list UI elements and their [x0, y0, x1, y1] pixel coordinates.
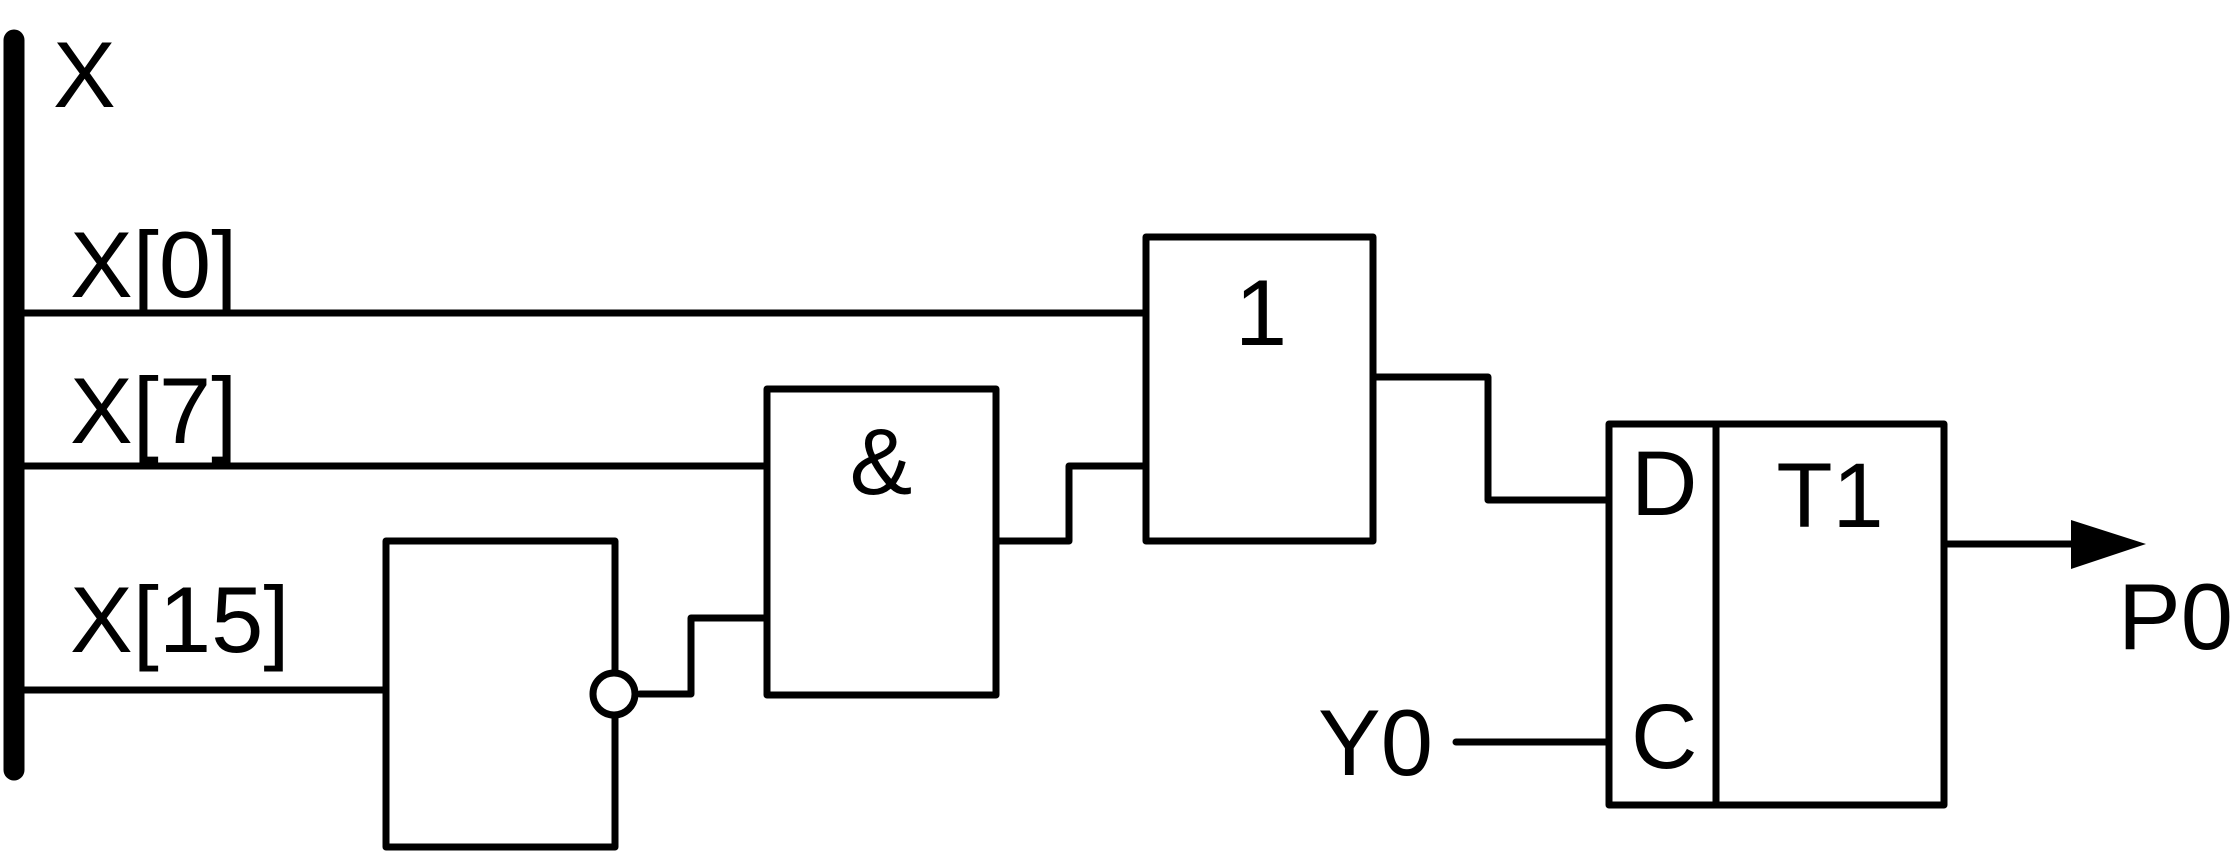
flipflop-c-pin-label: C — [1631, 686, 1697, 788]
flipflop-name: T1 — [1776, 445, 1883, 547]
or-gate-symbol: 1 — [1235, 260, 1287, 365]
wire-and-to-or — [992, 462, 1150, 545]
output-arrow-icon — [2071, 520, 2146, 569]
flipflop-d-pin-label: D — [1631, 433, 1697, 535]
input-label-x0: X[0] — [70, 212, 237, 317]
and-gate-symbol: & — [850, 409, 913, 514]
not-gate — [382, 537, 619, 851]
bus-label: X — [53, 22, 116, 127]
clock-input-label: Y0 — [1318, 690, 1433, 795]
wire-not-to-and — [636, 614, 771, 698]
wire-or-to-d — [1369, 373, 1613, 504]
and-gate — [763, 385, 1000, 699]
inversion-bubble — [589, 669, 639, 719]
output-label: P0 — [2118, 564, 2233, 669]
input-label-x15: X[15] — [70, 567, 290, 672]
flipflop-body — [1712, 420, 1948, 809]
or-gate — [1142, 233, 1377, 545]
input-label-x7: X[7] — [70, 358, 237, 463]
